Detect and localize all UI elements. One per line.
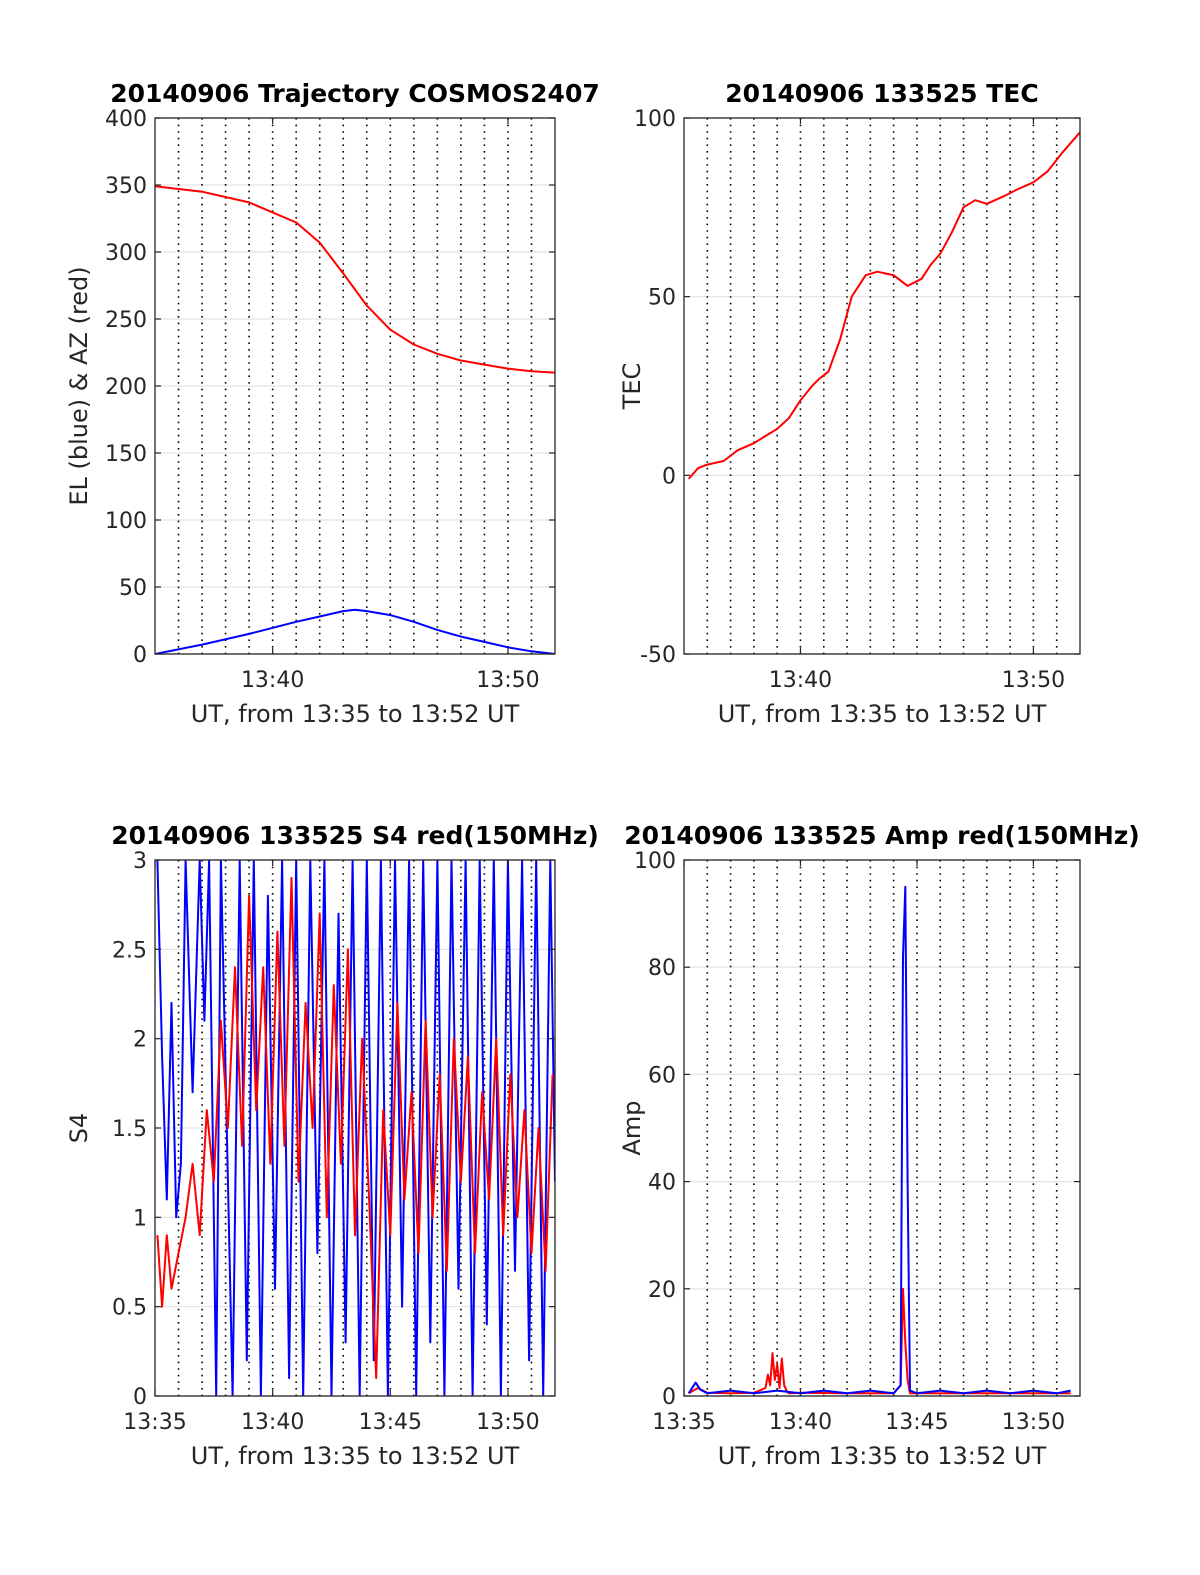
- x-tick-label: 13:50: [476, 668, 539, 693]
- y-tick-label: 250: [105, 308, 147, 333]
- chart-panel-amp: 0 20 40 60 80 100 13:35 13:40 13:45 13:50 UT, from…: [618, 821, 1140, 1470]
- x-axis-label: UT, from 13:35 to 13:52 UT: [191, 700, 520, 728]
- chart-panel-traj: 0 50 100 150 200 250 300 350 400 13:40 13:50 UT, fr…: [65, 79, 600, 728]
- x-tick-label: 13:45: [885, 1410, 948, 1435]
- series-line-1: [155, 608, 555, 654]
- chart-panel-s4: 0 0.5 1 1.5 2 2.5 3 13:35 13:40 13:45 13:50 UT, fro…: [65, 821, 599, 1470]
- y-tick-label: 80: [648, 956, 676, 981]
- axes-frame: [683, 117, 1081, 655]
- y-tick-label: 1: [133, 1206, 147, 1231]
- chart-title: 20140906 133525 TEC: [725, 79, 1038, 108]
- axes-frame: [683, 859, 1081, 1397]
- y-tick-label: 0: [133, 643, 147, 668]
- x-axis-label: UT, from 13:35 to 13:52 UT: [718, 700, 1047, 728]
- y-tick-label: 60: [648, 1063, 676, 1088]
- y-tick-label: 300: [105, 241, 147, 266]
- x-axis-label: UT, from 13:35 to 13:52 UT: [191, 1442, 520, 1470]
- y-tick-label: 2: [133, 1028, 147, 1053]
- chart-title: 20140906 Trajectory COSMOS2407: [110, 79, 600, 108]
- y-tick-label: 0: [662, 1385, 676, 1410]
- y-tick-label: 2.5: [112, 938, 147, 963]
- x-tick-label: 13:40: [769, 668, 832, 693]
- y-tick-label: 0: [662, 464, 676, 489]
- x-axis-label: UT, from 13:35 to 13:52 UT: [718, 1442, 1047, 1470]
- y-tick-label: 40: [648, 1171, 676, 1196]
- y-tick-label: 0: [133, 1385, 147, 1410]
- series-line-0: [688, 1287, 1071, 1395]
- y-tick-label: 3: [133, 849, 147, 874]
- y-tick-label: 150: [105, 442, 147, 467]
- y-tick-label: 100: [634, 849, 676, 874]
- y-tick-label: 350: [105, 174, 147, 199]
- y-axis-label: TEC: [618, 363, 646, 411]
- y-tick-label: 100: [634, 107, 676, 132]
- y-axis-label: S4: [65, 1113, 93, 1144]
- x-tick-label: 13:40: [769, 1410, 832, 1435]
- y-tick-label: 0.5: [112, 1296, 147, 1321]
- x-tick-label: 13:50: [476, 1410, 539, 1435]
- y-tick-label: 1.5: [112, 1117, 147, 1142]
- y-axis-label: Amp: [618, 1100, 646, 1155]
- y-axis-label: EL (blue) & AZ (red): [65, 266, 93, 505]
- series-line-1: [156, 876, 554, 1380]
- x-tick-label: 13:40: [241, 1410, 304, 1435]
- series-line-1: [687, 885, 1071, 1395]
- y-tick-label: 400: [105, 107, 147, 132]
- chart-title: 20140906 133525 S4 red(150MHz): [111, 821, 599, 850]
- x-tick-label: 13:40: [241, 668, 304, 693]
- y-tick-label: -50: [640, 643, 676, 668]
- x-tick-label: 13:45: [359, 1410, 422, 1435]
- chart-panel-tec: -50 0 50 100 13:40 13:50 UT, from 13:35 to 13:…: [618, 79, 1081, 728]
- chart-title: 20140906 133525 Amp red(150MHz): [624, 821, 1140, 850]
- series-line-0: [687, 131, 1080, 480]
- y-tick-label: 20: [648, 1278, 676, 1303]
- x-tick-label: 13:50: [1002, 1410, 1065, 1435]
- y-tick-label: 50: [648, 286, 676, 311]
- y-tick-label: 50: [119, 576, 147, 601]
- series-line-0: [155, 185, 555, 374]
- y-tick-label: 200: [105, 375, 147, 400]
- y-tick-label: 100: [105, 509, 147, 534]
- x-tick-label: 13:50: [1002, 668, 1065, 693]
- series-line-0: [156, 860, 555, 1396]
- x-tick-label: 13:35: [123, 1410, 186, 1435]
- x-tick-label: 13:35: [652, 1410, 715, 1435]
